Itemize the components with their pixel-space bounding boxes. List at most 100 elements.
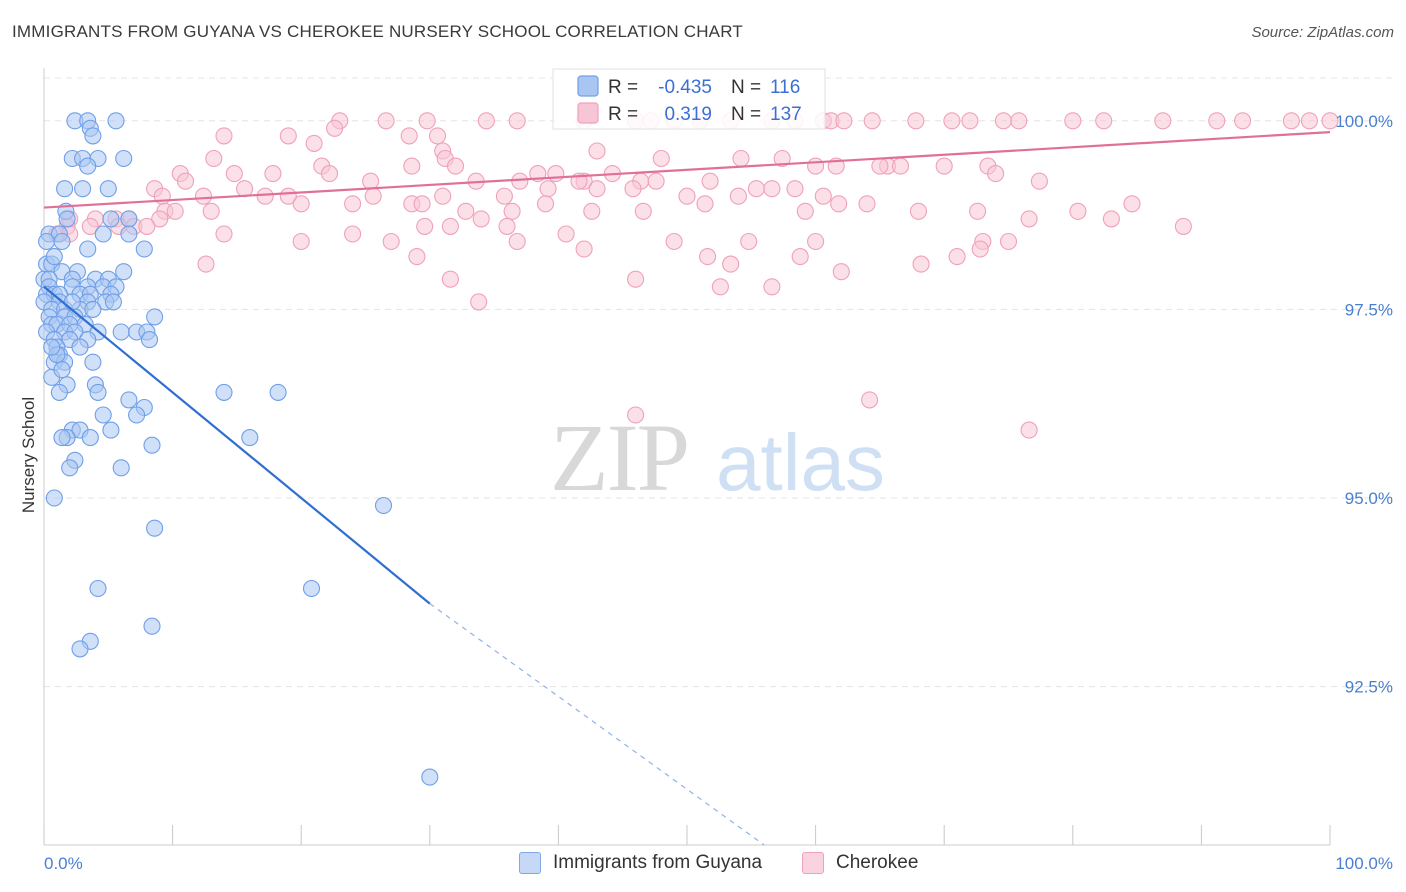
cherokee-point-87 [763,180,781,198]
legend-n-value-2: 137 [770,104,802,125]
cherokee-point-39 [732,149,750,168]
cherokee-point-34 [428,127,447,145]
guyana-point-29 [115,263,133,281]
guyana-point-20 [120,225,138,243]
cherokee-point-20 [994,112,1012,130]
trend-lines [43,131,1331,846]
chart-title: IMMIGRANTS FROM GUYANA VS CHEROKEE NURSE… [12,22,743,41]
watermark-zip: ZIP [550,404,688,511]
cherokee-point-152 [1020,421,1038,439]
guyana-point-106 [143,617,161,635]
cherokee-point-2 [418,112,436,130]
cherokee-point-73 [236,180,254,198]
guyana-point-8 [115,149,133,168]
guyana-point-15 [102,210,120,228]
cherokee-point-1 [377,112,395,130]
legend-swatch-cherokee-bottom [802,852,824,874]
scatter-points [35,112,1339,786]
x-tick-labels: 0.0% 100.0% [44,854,1393,873]
legend-item-cherokee[interactable]: Cherokee [802,852,918,874]
guyana-point-14 [58,210,76,228]
cherokee-point-84 [647,172,665,190]
cherokee-point-139 [948,248,966,266]
guyana-point-100 [112,459,130,477]
cherokee-point-26 [1234,112,1252,130]
cherokee-trend-line [43,131,1331,209]
cherokee-point-115 [151,210,169,228]
guyana-point-53 [84,300,102,318]
cherokee-point-38 [652,149,670,168]
guyana-point-4 [84,127,102,145]
cherokee-point-79 [495,187,513,205]
legend-n-label-1: N = [731,77,761,98]
watermark-atlas: atlas [716,418,885,507]
cherokee-point-69 [1030,172,1048,190]
cherokee-point-23 [1095,112,1113,130]
cherokee-point-122 [215,225,233,243]
legend-r-value-2: 0.319 [664,104,712,125]
guyana-point-103 [146,519,164,537]
cherokee-point-97 [503,202,521,220]
cherokee-point-63 [701,172,719,190]
cherokee-point-54 [320,165,339,183]
cherokee-point-51 [176,172,195,190]
guyana-trend-line [43,285,431,605]
cherokee-point-149 [763,278,781,296]
guyana-point-115 [45,248,63,266]
cherokee-point-74 [256,187,274,205]
y-tick-label-2: 95.0% [1345,489,1393,508]
cherokee-point-29 [1321,112,1339,130]
legend-item-guyana[interactable]: Immigrants from Guyana [519,852,762,874]
cherokee-point-33 [400,127,418,145]
guyana-point-78 [84,353,102,371]
guyana-point-83 [50,383,68,401]
cherokee-point-99 [583,202,601,220]
cherokee-point-15 [835,112,853,130]
cherokee-point-49 [935,157,953,175]
guyana-point-19 [94,225,112,243]
cherokee-point-16 [863,112,881,130]
cherokee-point-156 [1174,217,1192,235]
cherokee-point-147 [627,270,645,288]
cherokee-point-102 [796,202,814,220]
cherokee-point-104 [858,195,876,213]
legend: R = -0.435 N = 116 R = 0.319 N = 137 [552,68,826,130]
cherokee-point-106 [969,202,987,220]
cherokee-point-145 [441,270,459,288]
guyana-point-16 [120,210,138,228]
cherokee-point-133 [699,248,717,266]
cherokee-point-109 [1123,195,1141,213]
legend-swatch-guyana [577,75,599,97]
cherokee-point-141 [999,232,1018,251]
cherokee-point-131 [575,240,593,258]
cherokee-point-130 [557,225,575,243]
bottom-legend: Immigrants from Guyana Cherokee [0,852,1406,880]
cherokee-point-30 [326,119,344,137]
cherokee-point-19 [961,112,979,130]
x-tick-label-end: 100.0% [1335,854,1393,873]
cherokee-point-125 [382,232,400,251]
legend-r-label-2: R = [608,104,638,125]
cherokee-point-52 [225,165,243,183]
guyana-point-10 [56,180,74,198]
cherokee-point-25 [1208,112,1226,130]
guyana-point-105 [302,579,321,598]
cherokee-point-128 [472,210,490,228]
guyana-point-12 [99,180,117,198]
guyana-point-95 [81,429,99,447]
guyana-point-114 [104,293,122,311]
cherokee-point-85 [678,187,696,205]
cherokee-point-48 [871,157,889,175]
guyana-point-94 [53,429,71,447]
guyana-point-84 [215,383,233,401]
guyana-point-72 [140,331,159,349]
cherokee-point-155 [1102,210,1120,228]
guyana-point-2 [107,112,125,130]
y-axis-label: Nursery School [19,397,38,513]
cherokee-point-21 [1010,112,1028,130]
legend-label-cherokee: Cherokee [836,852,919,873]
cherokee-point-65 [807,157,825,175]
guyana-point-109 [421,768,439,786]
cherokee-point-68 [987,165,1005,183]
